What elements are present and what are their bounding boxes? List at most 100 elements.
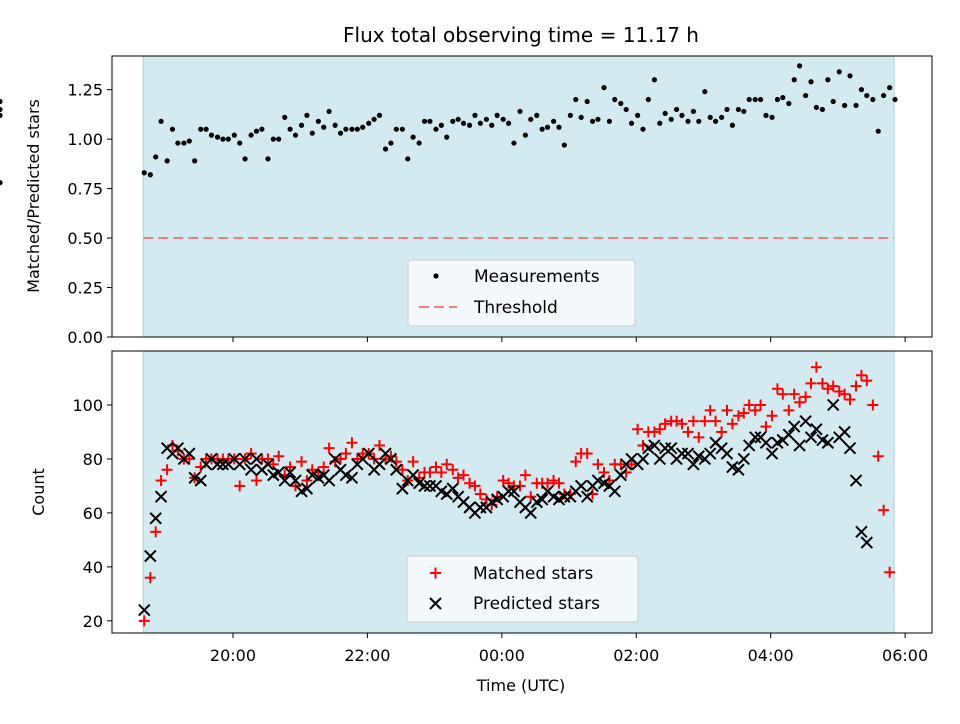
measurement-point xyxy=(225,136,231,142)
matched-star-point xyxy=(626,458,638,470)
matched-star-point xyxy=(861,375,873,387)
matched-star-point xyxy=(676,418,688,430)
predicted-star-point xyxy=(194,474,207,487)
measurement-point xyxy=(276,136,282,142)
top-y-tick-label: 1.00 xyxy=(67,130,103,149)
predicted-star-point xyxy=(238,452,252,466)
bottom-x-ticks: 20:00 22:00 00:00 02:00 04:00 06:00 xyxy=(210,633,928,665)
matched-star-point xyxy=(435,466,447,478)
matched-star-point xyxy=(816,377,828,389)
predicted-star-point xyxy=(826,398,840,412)
measurement-point xyxy=(741,108,747,115)
measurement-point xyxy=(416,140,422,146)
measurement-point xyxy=(556,124,562,130)
measurement-point xyxy=(825,77,831,83)
predicted-star-point xyxy=(759,436,773,449)
measurement-point xyxy=(892,96,898,103)
measurement-point xyxy=(460,120,467,126)
matched-star-point xyxy=(374,439,386,451)
measurement-point xyxy=(354,126,360,132)
measurement-point xyxy=(729,122,735,128)
measurement-point xyxy=(382,146,389,152)
predicted-star-point xyxy=(692,450,705,463)
predicted-star-point xyxy=(306,468,319,482)
predicted-star-point xyxy=(810,423,823,436)
predicted-star-point xyxy=(614,468,628,482)
predicted-star-point xyxy=(687,458,700,471)
predicted-star-point xyxy=(406,468,420,482)
measurement-point xyxy=(421,118,428,124)
measurement-point xyxy=(573,96,579,103)
matched-star-point xyxy=(687,415,699,427)
bottom-x-tick-label: 02:00 xyxy=(613,646,659,665)
measurement-point xyxy=(735,106,742,113)
measurement-point xyxy=(679,112,685,118)
matched-star-point xyxy=(743,399,755,411)
measurement-point xyxy=(864,92,870,99)
measurement-point xyxy=(405,156,411,162)
measurement-point xyxy=(0,112,3,118)
top-legend: Measurements Threshold xyxy=(407,259,636,327)
measurement-point xyxy=(0,180,3,186)
top-y-ticks: 0.00 0.25 0.50 0.75 1.00 1.25 xyxy=(67,81,112,347)
matched-star-point xyxy=(407,456,419,468)
measurement-point xyxy=(623,106,629,113)
top-x-ticks xyxy=(232,337,906,342)
predicted-star-point xyxy=(339,468,353,482)
measurement-point xyxy=(780,94,786,101)
matched-star-point xyxy=(738,407,750,419)
measurement-point xyxy=(796,63,803,69)
bottom-y-tick-label: 20 xyxy=(83,612,103,631)
measurement-point xyxy=(870,96,876,103)
measurement-point xyxy=(393,126,399,132)
measurement-point xyxy=(292,132,299,138)
matched-star-point xyxy=(749,404,761,416)
measurement-point xyxy=(455,116,461,122)
measurement-point xyxy=(337,130,344,136)
measurement-point xyxy=(707,114,713,120)
matched-star-point xyxy=(878,504,890,516)
measurement-point xyxy=(522,132,528,138)
legend-measurement-marker xyxy=(433,273,439,279)
predicted-star-point xyxy=(636,452,650,466)
measurement-point xyxy=(259,126,265,132)
measurement-point xyxy=(231,132,237,138)
measurement-point xyxy=(472,112,478,118)
measurement-point xyxy=(769,114,775,120)
predicted-star-point xyxy=(507,485,521,498)
predicted-star-point xyxy=(149,512,162,525)
predicted-star-point xyxy=(446,482,459,495)
measurement-point xyxy=(376,112,383,118)
measurement-point xyxy=(427,118,433,124)
matched-star-point xyxy=(519,469,531,481)
measurement-point xyxy=(399,126,405,132)
measurement-point xyxy=(433,126,439,132)
measurement-point xyxy=(847,73,853,79)
predicted-star-point xyxy=(171,441,185,455)
matched-star-point xyxy=(788,388,800,400)
measurement-point xyxy=(584,98,590,105)
predicted-star-point xyxy=(216,458,230,471)
measurement-point xyxy=(628,120,635,126)
predicted-star-point xyxy=(726,460,739,474)
measurement-point xyxy=(366,120,372,126)
matched-star-point xyxy=(827,380,839,392)
measurement-point xyxy=(853,102,859,109)
measurement-point xyxy=(528,116,534,122)
bottom-y-ticks: 20 40 60 80 100 xyxy=(72,396,112,631)
measurement-point xyxy=(181,140,187,146)
measurement-point xyxy=(141,170,147,176)
measurement-point xyxy=(746,96,752,103)
matched-star-point xyxy=(654,423,666,435)
measurement-point xyxy=(567,112,573,118)
matched-star-point xyxy=(760,421,772,433)
matched-star-point xyxy=(396,464,408,476)
predicted-star-point xyxy=(524,506,537,520)
matched-star-point xyxy=(273,450,285,462)
measurement-point xyxy=(186,138,192,144)
predicted-star-point xyxy=(799,414,812,428)
matched-star-point xyxy=(570,456,582,468)
predicted-star-point xyxy=(849,474,863,487)
predicted-star-point xyxy=(648,439,661,452)
measurement-point xyxy=(578,114,584,120)
